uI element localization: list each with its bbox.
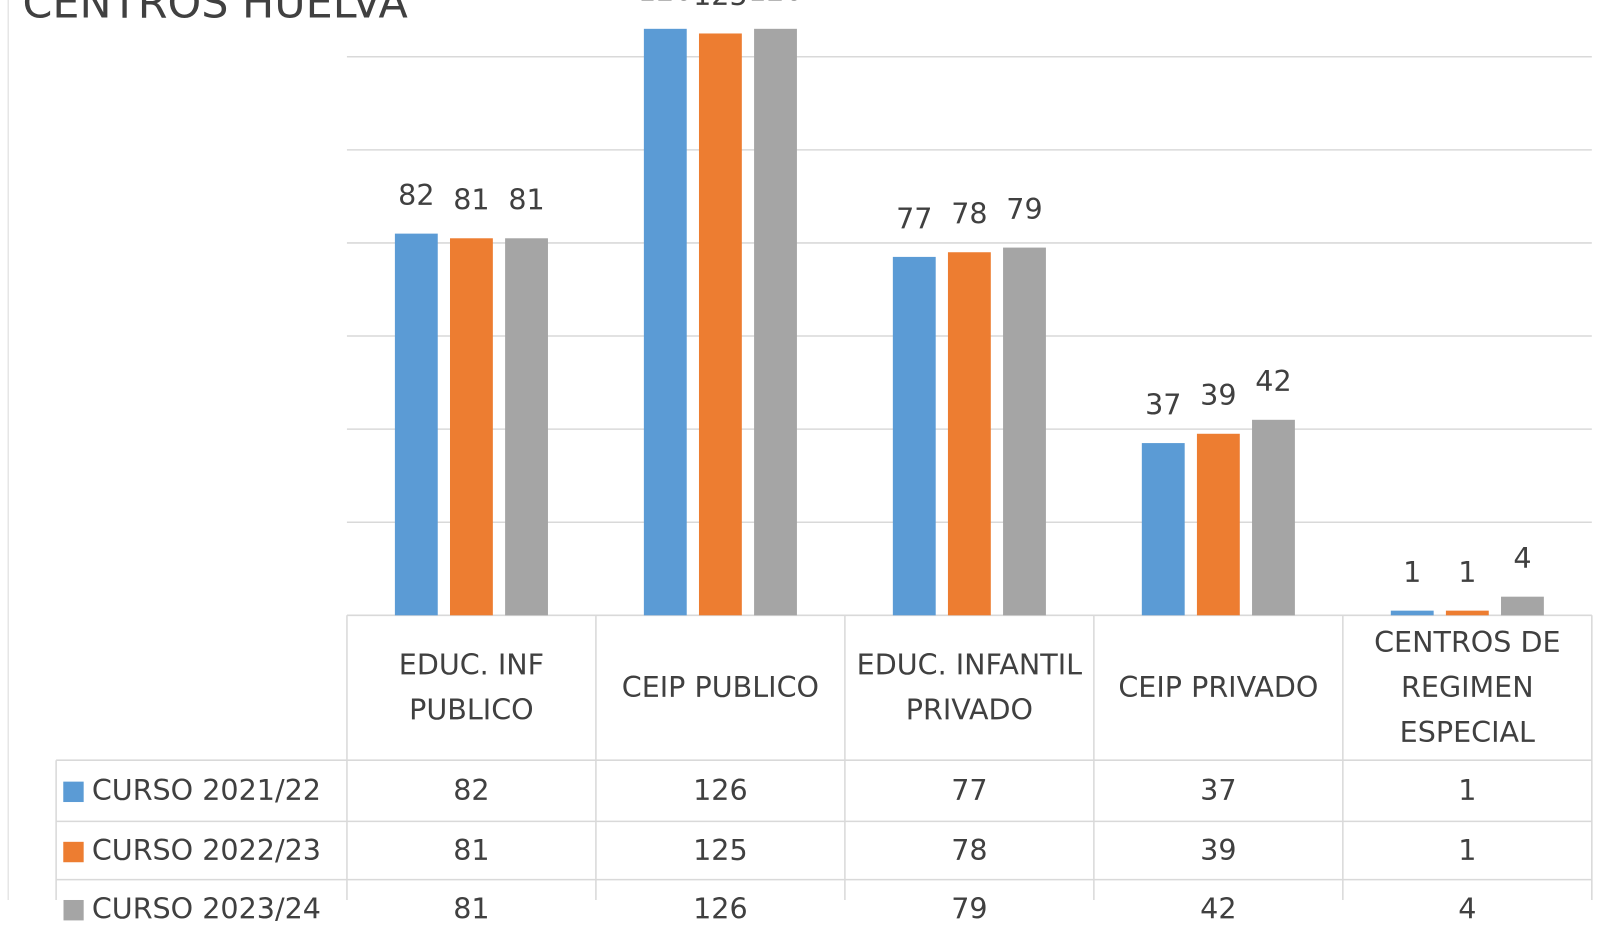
chart-title: CENTROS HUELVA	[22, 0, 408, 28]
category-label: CENTROS DE REGIMEN ESPECIAL	[1374, 625, 1561, 749]
bar	[947, 252, 991, 616]
table-value: 37	[1200, 773, 1237, 808]
bar	[1003, 247, 1046, 616]
data-label: 39	[1200, 378, 1236, 412]
data-label: 78	[951, 197, 987, 231]
legend-label: CURSO 2021/22	[91, 773, 321, 808]
data-label: 126	[638, 0, 693, 7]
data-label: 81	[508, 183, 544, 217]
table-value: 4	[1458, 891, 1477, 926]
legend-label: CURSO 2022/23	[91, 833, 321, 868]
bar	[394, 233, 438, 616]
data-label: 1	[1458, 555, 1476, 589]
bar	[505, 238, 548, 616]
bar	[1445, 610, 1489, 616]
legend-swatch	[63, 841, 84, 863]
table-value: 1	[1458, 833, 1477, 868]
bar	[1390, 610, 1434, 616]
data-label: 37	[1145, 388, 1181, 422]
bar	[892, 256, 936, 616]
data-label: 125	[693, 0, 748, 12]
table-value: 125	[693, 833, 748, 868]
legend-entry: CURSO 2023/24	[63, 880, 321, 939]
data-label: 77	[896, 201, 932, 235]
data-label: 1	[1403, 555, 1421, 589]
table-value: 82	[453, 773, 490, 808]
table-value: 126	[693, 773, 748, 808]
table-value: 79	[951, 891, 988, 926]
legend-swatch	[63, 781, 84, 803]
table-value: 77	[951, 773, 988, 808]
table-value: 1	[1458, 773, 1477, 808]
bar	[1501, 596, 1544, 616]
data-label: 126	[748, 0, 803, 7]
table-value: 126	[693, 891, 748, 926]
category-label: CEIP PUBLICO	[621, 670, 820, 705]
bar	[643, 28, 687, 616]
bar	[1196, 433, 1240, 616]
table-value: 81	[453, 891, 490, 926]
data-label: 4	[1513, 541, 1531, 575]
legend-entry: CURSO 2022/23	[63, 821, 321, 879]
chart: 82 126 77 37 1 81 125 78 39 1 81 126 79 42 4 CENTROS H…	[7, 0, 1593, 926]
legend-entry: CURSO 2021/22	[63, 760, 321, 821]
data-label: 42	[1255, 364, 1291, 398]
data-label: 79	[1006, 192, 1042, 226]
data-label: 82	[398, 178, 434, 212]
bar	[698, 33, 742, 616]
chart-svg: 82 126 77 37 1 81 125 78 39 1 81 126 79 42 4	[7, 0, 1593, 900]
table-value: 78	[951, 833, 988, 868]
table-value: 81	[453, 833, 490, 868]
category-label: EDUC. INF PUBLICO	[398, 647, 545, 727]
bar	[1252, 419, 1295, 616]
data-label: 81	[453, 183, 489, 217]
table-value: 42	[1200, 891, 1237, 926]
legend-swatch	[63, 899, 84, 921]
bar	[449, 238, 493, 616]
bar	[754, 28, 797, 616]
table-value: 39	[1200, 833, 1237, 868]
category-label: CEIP PRIVADO	[1118, 670, 1319, 705]
legend-label: CURSO 2023/24	[91, 891, 321, 926]
bar	[1141, 443, 1185, 616]
category-label: EDUC. INFANTIL PRIVADO	[856, 647, 1083, 727]
